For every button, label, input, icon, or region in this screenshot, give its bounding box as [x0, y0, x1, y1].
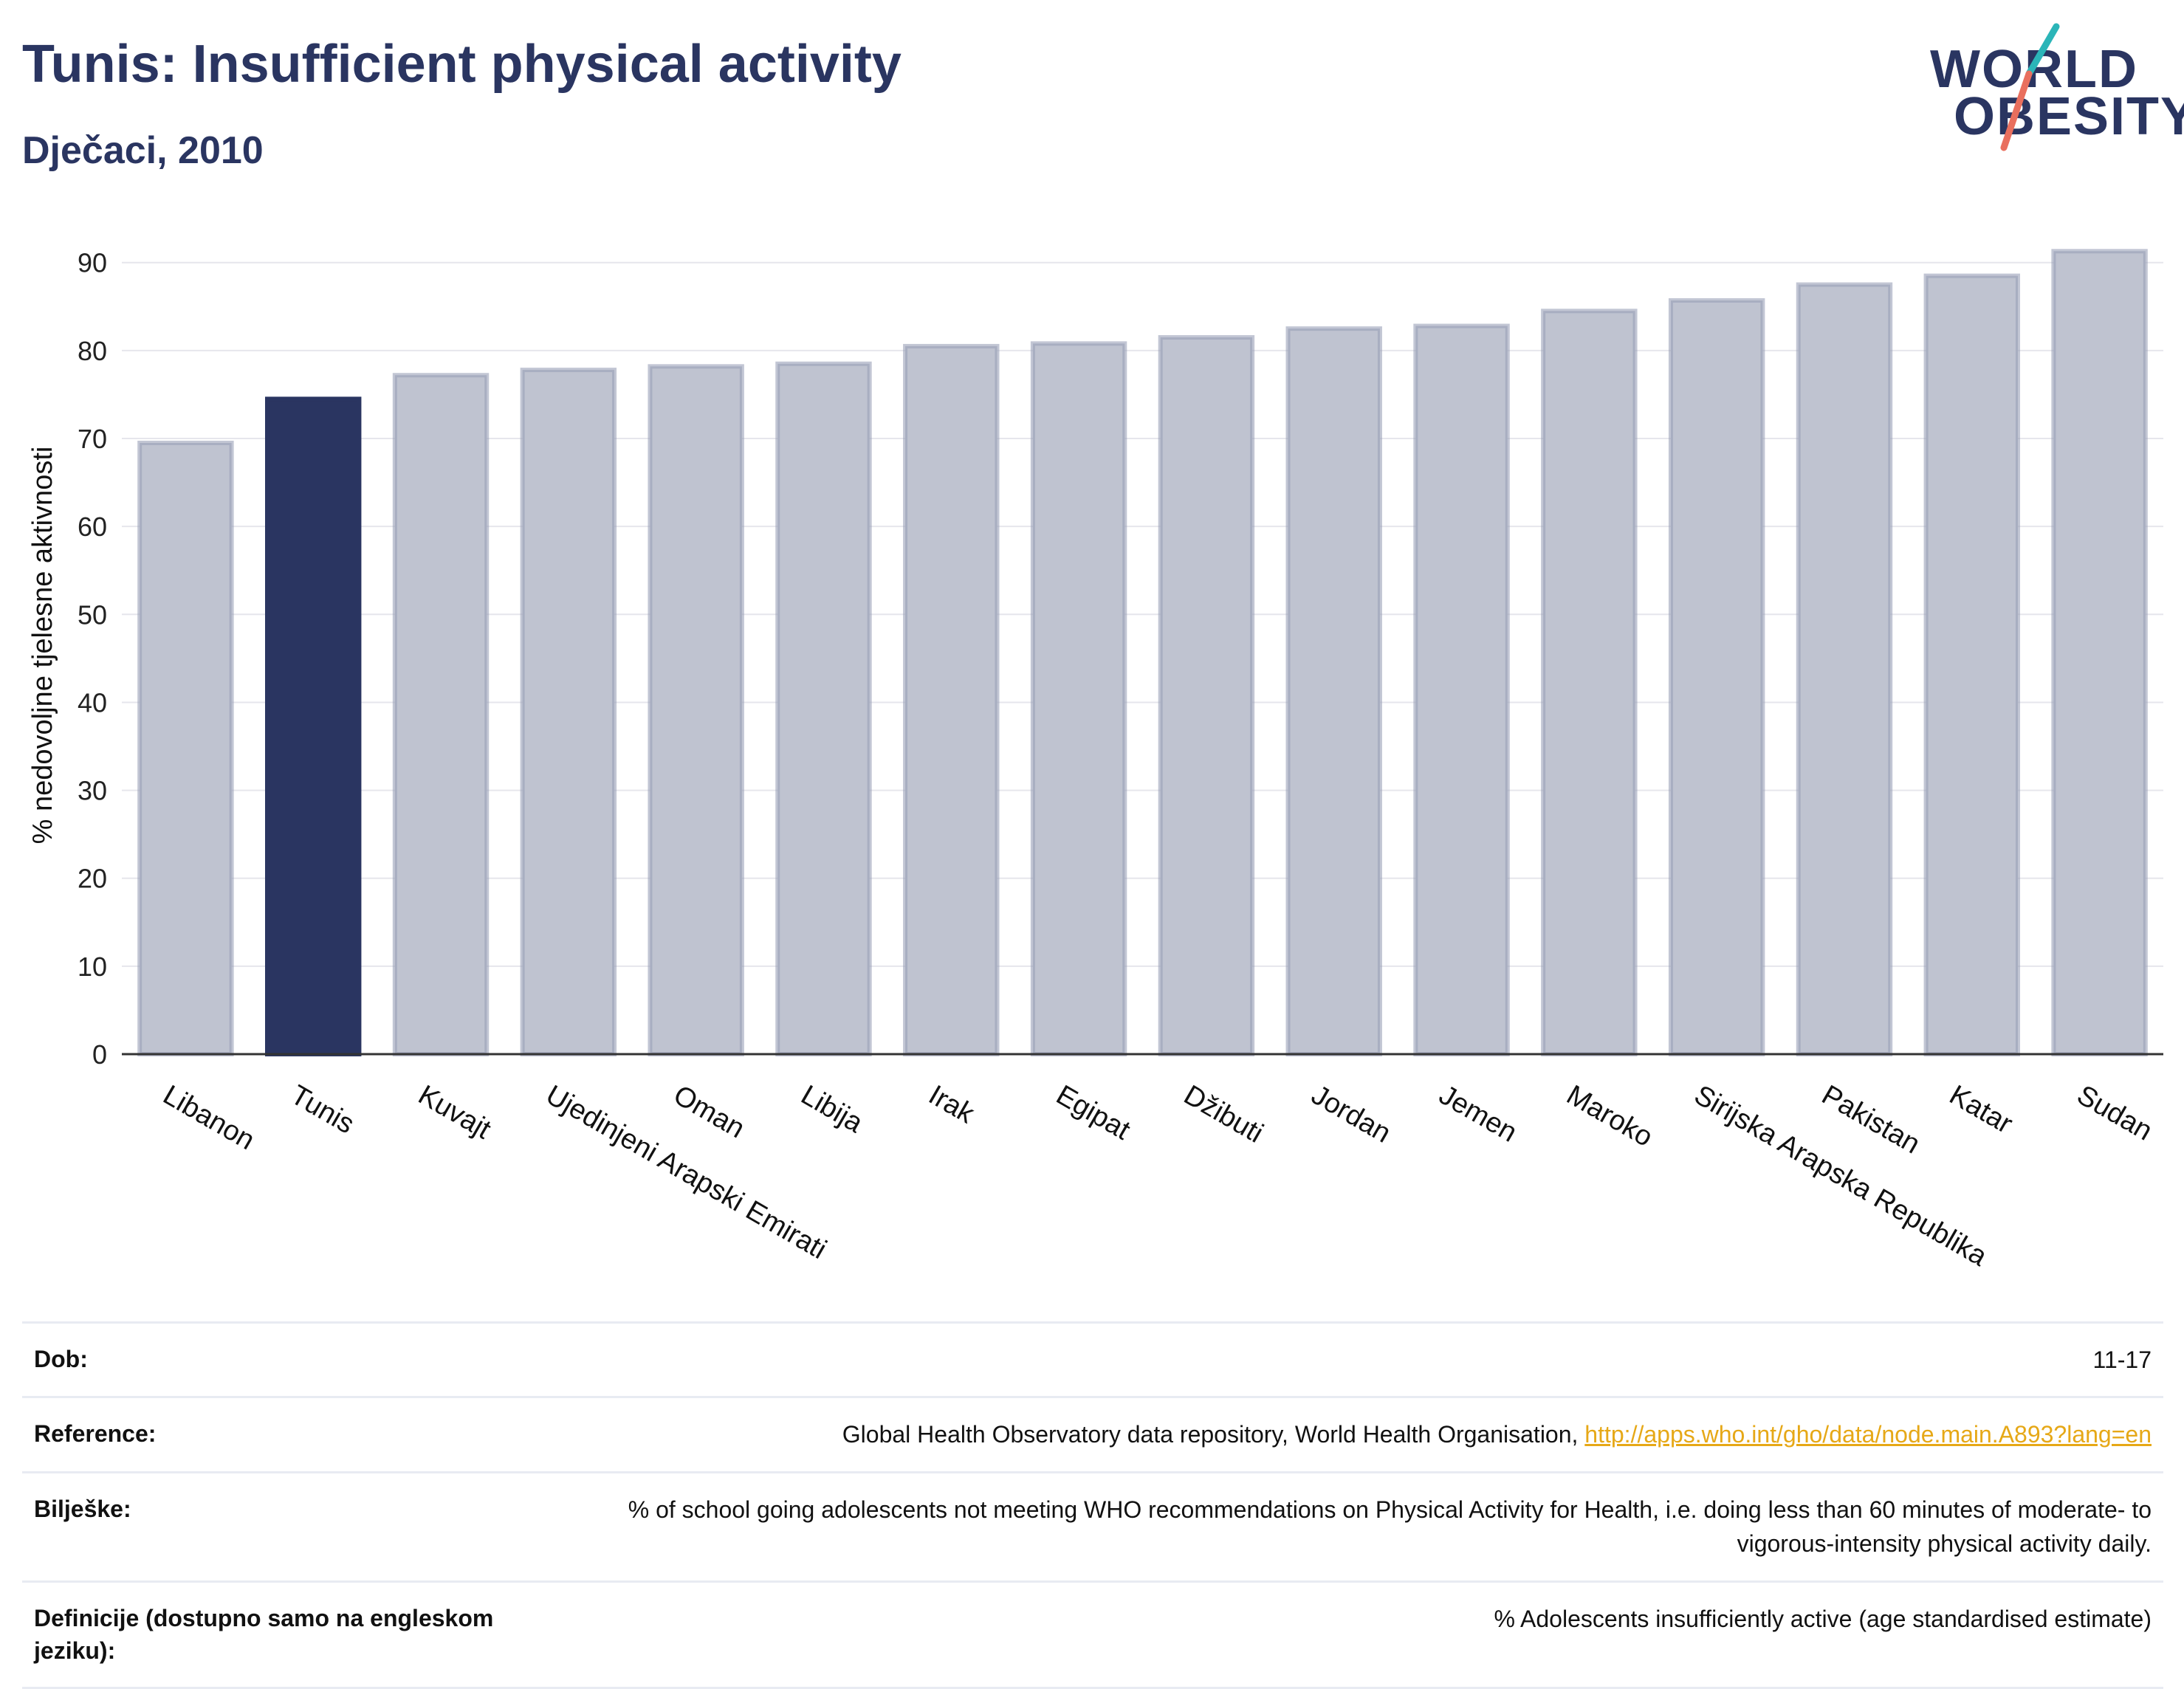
x-tick-label: Katar	[1944, 1079, 2018, 1140]
bar-jemen	[1413, 323, 1510, 1056]
bar-katar	[1923, 273, 2020, 1056]
bars	[137, 249, 2148, 1057]
bar-jordan	[1285, 326, 1382, 1056]
bar-ujedinjeni-arapski-emirati	[520, 368, 617, 1056]
y-tick-label: 60	[78, 512, 107, 542]
row-value-text: Global Health Observatory data repositor…	[842, 1421, 1585, 1448]
x-tick-label: Libanon	[158, 1079, 260, 1156]
bar-pakistan	[1796, 282, 1893, 1057]
y-tick-label: 80	[78, 336, 107, 366]
row-reference: Reference: Global Health Observatory data…	[22, 1396, 2163, 1470]
y-axis-label: % nedovoljne tjelesne aktivnosti	[27, 447, 58, 844]
bar-libanon	[137, 440, 234, 1056]
x-tick-label: Irak	[924, 1079, 981, 1130]
logo-line2: OBESITY	[1954, 87, 2184, 146]
page-title: Tunis: Insufficient physical activity	[22, 35, 902, 94]
info-table: Dob: 11-17 Reference: Global Health Observa…	[22, 1321, 2163, 1689]
row-value: % Adolescents insufficiently active (age…	[566, 1602, 2152, 1636]
x-tick-label: Sudan	[2072, 1079, 2157, 1146]
row-notes: Bilješke: % of school going adolescents n…	[22, 1470, 2163, 1580]
row-value: % of school going adolescents not meetin…	[566, 1493, 2152, 1561]
x-tick-label: Jemen	[1434, 1079, 1522, 1148]
row-dob: Dob: 11-17	[22, 1321, 2163, 1396]
row-value-text: % Adolescents insufficiently active (age…	[1494, 1605, 2152, 1632]
row-value: Global Health Observatory data repositor…	[566, 1417, 2152, 1451]
bar-maroko	[1541, 309, 1638, 1057]
y-tick-label: 70	[78, 424, 107, 454]
bar-egipat	[1030, 341, 1127, 1057]
y-tick-label: 90	[78, 248, 107, 278]
row-value-text: 11-17	[2092, 1346, 2152, 1373]
y-tick-label: 40	[78, 687, 107, 718]
row-value: 11-17	[566, 1343, 2152, 1377]
y-tick-label: 30	[78, 776, 107, 806]
row-value-text: % of school going adolescents not meetin…	[628, 1496, 2152, 1558]
x-tick-label: Tunis	[286, 1079, 360, 1140]
row-label: Dob:	[34, 1346, 88, 1372]
y-tick-label: 50	[78, 599, 107, 630]
row-label: Bilješke:	[34, 1495, 131, 1522]
bar-džibuti	[1158, 335, 1255, 1057]
bar-tunis	[265, 396, 362, 1056]
bar-kuvajt	[392, 373, 490, 1057]
reference-link[interactable]: http://apps.who.int/gho/data/node.main.A…	[1584, 1421, 2152, 1448]
y-tick-label: 20	[78, 864, 107, 894]
x-tick-label: Oman	[668, 1079, 750, 1144]
bar-libija	[775, 361, 872, 1056]
bar-irak	[903, 343, 1000, 1056]
world-obesity-logo: WORLD OBESITY	[1927, 22, 2184, 155]
x-tick-label: Egipat	[1051, 1079, 1136, 1146]
row-definitions: Definicije (dostupno samo na engleskom j…	[22, 1580, 2163, 1689]
x-tick-label: Džibuti	[1178, 1079, 1268, 1149]
y-tick-label: 10	[78, 952, 107, 982]
bar-sirijska-arapska-republika	[1668, 297, 1765, 1056]
row-label: Definicije (dostupno samo na engleskom j…	[34, 1604, 494, 1665]
chart-subtitle: Dječaci, 2010	[22, 129, 264, 172]
x-tick-labels: Libanon Tunis Kuvajt Ujedinjeni Arapski Emi…	[158, 1079, 2157, 1273]
x-tick-label: Kuvajt	[413, 1079, 496, 1145]
bar-oman	[648, 364, 744, 1056]
x-tick-label: Pakistan	[1816, 1079, 1925, 1160]
x-tick-label: Libija	[796, 1079, 869, 1139]
row-label: Reference:	[34, 1420, 157, 1448]
y-tick-label: 0	[92, 1039, 107, 1070]
bar-sudan	[2051, 249, 2148, 1056]
logo-slash-icon	[2000, 23, 2060, 151]
x-tick-label: Jordan	[1306, 1079, 1396, 1149]
y-tick-labels: 0 10 20 30 40 50 60 70 80 90	[78, 248, 107, 1070]
x-tick-label: Maroko	[1562, 1079, 1658, 1153]
